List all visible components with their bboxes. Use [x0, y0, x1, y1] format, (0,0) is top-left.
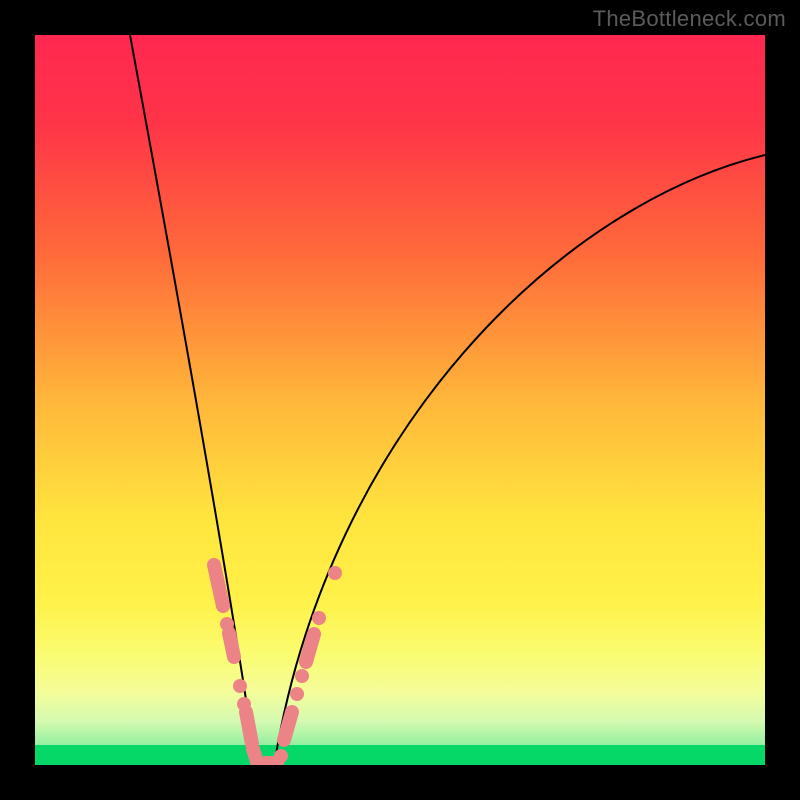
gradient-bg — [35, 35, 765, 765]
data-point — [306, 634, 314, 662]
data-point — [295, 669, 309, 683]
data-point — [328, 566, 342, 580]
data-point — [246, 712, 252, 744]
data-point — [233, 679, 247, 693]
data-point — [290, 687, 304, 701]
data-point — [253, 749, 257, 762]
data-point — [214, 565, 223, 606]
data-point — [312, 611, 326, 625]
chart-container: TheBottleneck.com — [0, 0, 800, 800]
bottom-band — [35, 745, 765, 765]
data-point — [284, 712, 292, 740]
data-point — [229, 633, 234, 657]
bottleneck-chart — [0, 0, 800, 800]
